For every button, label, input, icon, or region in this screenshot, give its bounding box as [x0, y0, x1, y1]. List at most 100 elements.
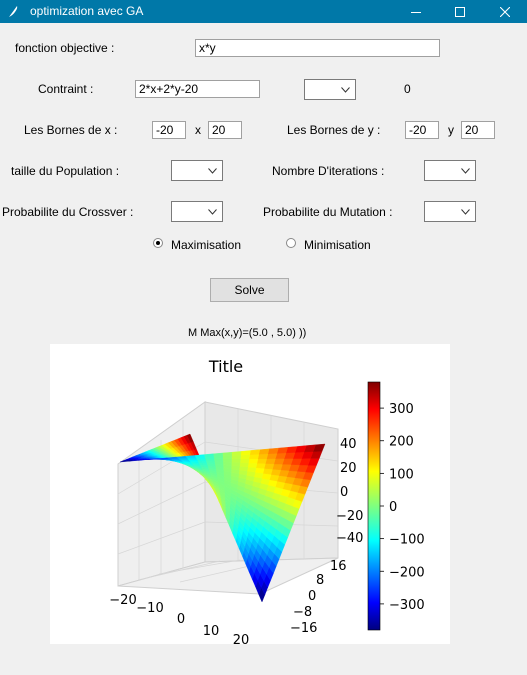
population-select[interactable] [171, 160, 223, 181]
z-tick-label: 20 [340, 461, 357, 476]
window-title: optimization avec GA [30, 4, 144, 18]
minimisation-label[interactable]: Minimisation [304, 238, 371, 252]
surface-cell [239, 462, 249, 468]
maximisation-label[interactable]: Maximisation [171, 238, 242, 252]
surface-cell [231, 458, 241, 463]
maximisation-radio[interactable] [153, 238, 163, 248]
close-button[interactable] [483, 0, 527, 23]
x-tick-label: −10 [136, 601, 163, 616]
maximize-icon [455, 6, 465, 17]
maximize-button[interactable] [438, 0, 482, 23]
surface-cell [205, 458, 215, 462]
colorbar-tick-label: 300 [389, 402, 414, 417]
surface-cell [263, 463, 275, 470]
surface-cell [266, 453, 278, 459]
y-tick-label: 0 [308, 589, 316, 604]
z-tick-label: 40 [340, 437, 357, 452]
surface-cell [222, 458, 232, 463]
feather-icon [9, 6, 18, 17]
surface-cell [248, 453, 260, 460]
surface-cell [265, 458, 276, 465]
x-tick-label: −20 [109, 593, 136, 608]
surface-cell [255, 462, 266, 469]
bounds-x-label: Les Bornes de x : [24, 123, 118, 137]
bounds-y-separator: y [448, 123, 454, 137]
surface-cell [231, 461, 241, 467]
colorbar-tick-label: −200 [389, 565, 425, 580]
bounds-y-label: Les Bornes de y : [287, 123, 381, 137]
objective-input[interactable]: x*y [195, 39, 440, 57]
colorbar-ticks: 300 200 100 0 −100 −200 −300 [380, 402, 425, 613]
colorbar-tick-label: 0 [389, 500, 397, 515]
crossover-select[interactable] [171, 201, 223, 222]
close-icon [500, 6, 510, 17]
surface-cell [254, 467, 265, 474]
z-tick-label: 0 [340, 485, 348, 500]
bounds-y-min-input[interactable]: -20 [405, 121, 439, 139]
colorbar [367, 381, 381, 631]
surface-cell [273, 458, 285, 465]
surface-cell [272, 463, 283, 471]
chart-title: Title [208, 357, 243, 376]
chevron-down-icon [341, 87, 350, 93]
constraint-input[interactable]: 2*x+2*y-20 [135, 80, 260, 98]
solve-button[interactable]: Solve [210, 278, 289, 302]
chevron-down-icon [208, 209, 217, 215]
result-text: M Max(x,y)=(5.0 , 5.0) )) [188, 327, 307, 339]
y-tick-label: −8 [293, 605, 312, 620]
surface-cell [256, 458, 267, 464]
minimize-button[interactable] [394, 0, 438, 23]
colorbar-tick-label: 100 [389, 467, 414, 482]
surface-cell [119, 460, 133, 463]
x-tick-label: 20 [233, 633, 250, 644]
chevron-down-icon [461, 209, 470, 215]
surface-cell [249, 449, 261, 455]
surface-cell [240, 450, 251, 456]
bounds-x-min-input[interactable]: -20 [152, 121, 186, 139]
chevron-down-icon [461, 168, 470, 174]
constraint-type-select[interactable] [304, 79, 356, 100]
surface-cell [196, 458, 207, 462]
population-label: taille du Population : [11, 164, 120, 178]
objective-label: fonction objective : [15, 41, 115, 55]
surface-cell [213, 458, 224, 463]
surface-cell [257, 453, 269, 459]
mutation-select[interactable] [424, 201, 476, 222]
minimisation-radio[interactable] [286, 238, 296, 248]
minimize-icon [411, 11, 421, 13]
colorbar-tick-label: −100 [389, 533, 425, 548]
title-bar: optimization avec GA [0, 0, 527, 23]
chevron-down-icon [208, 168, 217, 174]
bounds-y-max-input[interactable]: 20 [461, 121, 495, 139]
surface-cell [239, 458, 250, 464]
colorbar-tick-label: 200 [389, 435, 414, 450]
mutation-label: Probabilite du Mutation : [263, 205, 393, 219]
y-tick-label: 16 [330, 559, 347, 574]
y-tick-label: −16 [290, 621, 317, 636]
surface-cell [231, 451, 242, 456]
surface-cell [222, 461, 232, 466]
surface-cell [248, 458, 259, 464]
iterations-label: Nombre D'iterations : [272, 164, 385, 178]
surface-cell [267, 447, 279, 455]
constraint-label: Contraint : [38, 82, 94, 96]
surface-cell [222, 451, 233, 457]
x-tick-label: 10 [203, 624, 220, 639]
surface-cell [270, 468, 281, 476]
z-tick-label: −20 [336, 509, 363, 524]
plot-canvas: −20 −10 0 10 20 −16 −8 0 8 16 −40 −20 0 20 40 300 200 10… [50, 344, 450, 644]
z-tick-label: −40 [336, 531, 363, 546]
constraint-result: 0 [404, 82, 411, 96]
x-tick-label: 0 [177, 612, 185, 627]
y-tick-label: 8 [316, 573, 324, 588]
surface-cell [247, 462, 258, 468]
surface-mesh [119, 433, 326, 603]
iterations-select[interactable] [424, 160, 476, 181]
surface-cell [231, 454, 241, 460]
bounds-x-max-input[interactable]: 20 [208, 121, 242, 139]
surface-cell [212, 452, 223, 457]
crossover-label: Probabilite du Crossver : [2, 205, 134, 219]
bounds-x-separator: x [195, 123, 201, 137]
